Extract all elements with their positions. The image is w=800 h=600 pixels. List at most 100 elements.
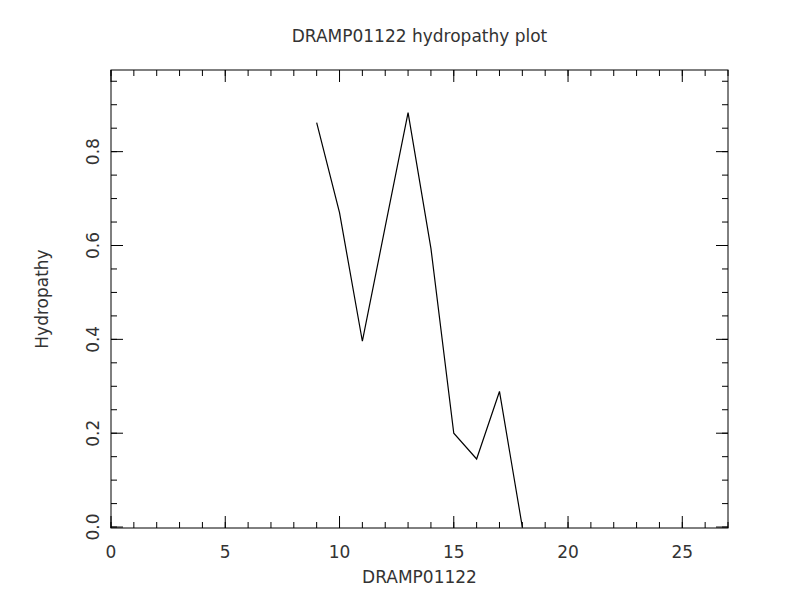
- y-minor-tick: [111, 433, 117, 434]
- title: DRAMP01122 hydropathy plot: [292, 26, 548, 46]
- x-minor-tick: [179, 70, 180, 76]
- x-minor-tick: [270, 522, 271, 528]
- x-tick-label: 25: [671, 542, 693, 562]
- y-minor-tick: [722, 480, 728, 481]
- y-tick-label: 0.2: [83, 420, 103, 447]
- x-minor-tick: [385, 70, 386, 76]
- y-minor-tick: [111, 104, 117, 105]
- x-minor-tick: [133, 522, 134, 528]
- y-minor-tick: [111, 503, 117, 504]
- x-minor-tick: [682, 522, 683, 528]
- x-minor-tick: [613, 522, 614, 528]
- x-axis-label: DRAMP01122: [362, 567, 477, 587]
- x-minor-tick: [293, 70, 294, 76]
- x-minor-tick: [202, 522, 203, 528]
- x-minor-tick: [476, 70, 477, 76]
- x-minor-tick: [499, 70, 500, 76]
- x-minor-tick: [316, 70, 317, 76]
- x-minor-tick: [430, 522, 431, 528]
- y-minor-tick: [111, 198, 117, 199]
- x-minor-tick: [339, 70, 340, 76]
- y-minor-tick: [111, 128, 117, 129]
- y-tick-label: 0.8: [83, 138, 103, 165]
- x-tick-top: [339, 70, 340, 82]
- y-minor-tick: [111, 245, 117, 246]
- x-minor-tick: [545, 522, 546, 528]
- y-axis-label: Hydropathy: [32, 249, 52, 348]
- y-minor-tick: [111, 268, 117, 269]
- x-minor-tick: [476, 522, 477, 528]
- y-minor-tick: [111, 292, 117, 293]
- y-minor-tick: [722, 81, 728, 82]
- x-tick-top: [111, 70, 112, 82]
- x-minor-tick: [202, 70, 203, 76]
- y-minor-tick: [722, 386, 728, 387]
- x-tick-top: [453, 70, 454, 82]
- x-minor-tick: [385, 522, 386, 528]
- x-tick-label: 10: [329, 542, 351, 562]
- y-minor-tick: [111, 175, 117, 176]
- y-tick-right: [716, 151, 728, 152]
- y-tick: [111, 245, 123, 246]
- y-tick-right: [716, 527, 728, 528]
- x-minor-tick: [339, 522, 340, 528]
- x-tick-top: [568, 70, 569, 82]
- y-minor-tick: [722, 339, 728, 340]
- background: [0, 0, 800, 600]
- y-minor-tick: [722, 433, 728, 434]
- x-tick: [225, 516, 226, 528]
- y-minor-tick: [722, 527, 728, 528]
- y-minor-tick: [722, 456, 728, 457]
- y-minor-tick: [111, 409, 117, 410]
- x-minor-tick: [156, 522, 157, 528]
- x-tick: [111, 516, 112, 528]
- y-minor-tick: [111, 456, 117, 457]
- x-minor-tick: [225, 70, 226, 76]
- x-minor-tick: [728, 70, 729, 76]
- x-minor-tick: [316, 522, 317, 528]
- y-tick: [111, 151, 123, 152]
- x-minor-tick: [408, 70, 409, 76]
- plot-frame: [111, 70, 728, 528]
- x-minor-tick: [636, 70, 637, 76]
- x-minor-tick: [156, 70, 157, 76]
- y-minor-tick: [111, 81, 117, 82]
- x-minor-tick: [659, 522, 660, 528]
- x-minor-tick: [568, 70, 569, 76]
- y-tick: [111, 339, 123, 340]
- x-minor-tick: [636, 522, 637, 528]
- x-minor-tick: [522, 70, 523, 76]
- x-minor-tick: [659, 70, 660, 76]
- x-minor-tick: [248, 522, 249, 528]
- y-minor-tick: [722, 292, 728, 293]
- x-minor-tick: [408, 522, 409, 528]
- x-tick-label: 0: [106, 542, 117, 562]
- x-minor-tick: [682, 70, 683, 76]
- y-tick-label: 0.6: [83, 232, 103, 259]
- y-minor-tick: [722, 503, 728, 504]
- y-tick-right: [716, 339, 728, 340]
- x-minor-tick: [362, 522, 363, 528]
- y-minor-tick: [722, 268, 728, 269]
- y-minor-tick: [722, 128, 728, 129]
- x-tick-label: 15: [443, 542, 465, 562]
- y-minor-tick: [111, 362, 117, 363]
- y-tick-right: [716, 245, 728, 246]
- y-minor-tick: [111, 151, 117, 152]
- x-minor-tick: [225, 522, 226, 528]
- y-minor-tick: [722, 104, 728, 105]
- x-tick-label: 5: [220, 542, 231, 562]
- y-minor-tick: [722, 175, 728, 176]
- y-minor-tick: [722, 409, 728, 410]
- x-minor-tick: [362, 70, 363, 76]
- x-minor-tick: [545, 70, 546, 76]
- y-minor-tick: [111, 339, 117, 340]
- x-tick-label: 20: [557, 542, 579, 562]
- x-minor-tick: [453, 70, 454, 76]
- x-tick: [453, 516, 454, 528]
- x-minor-tick: [705, 522, 706, 528]
- y-minor-tick: [722, 362, 728, 363]
- x-minor-tick: [453, 522, 454, 528]
- x-tick-top: [225, 70, 226, 82]
- x-minor-tick: [590, 522, 591, 528]
